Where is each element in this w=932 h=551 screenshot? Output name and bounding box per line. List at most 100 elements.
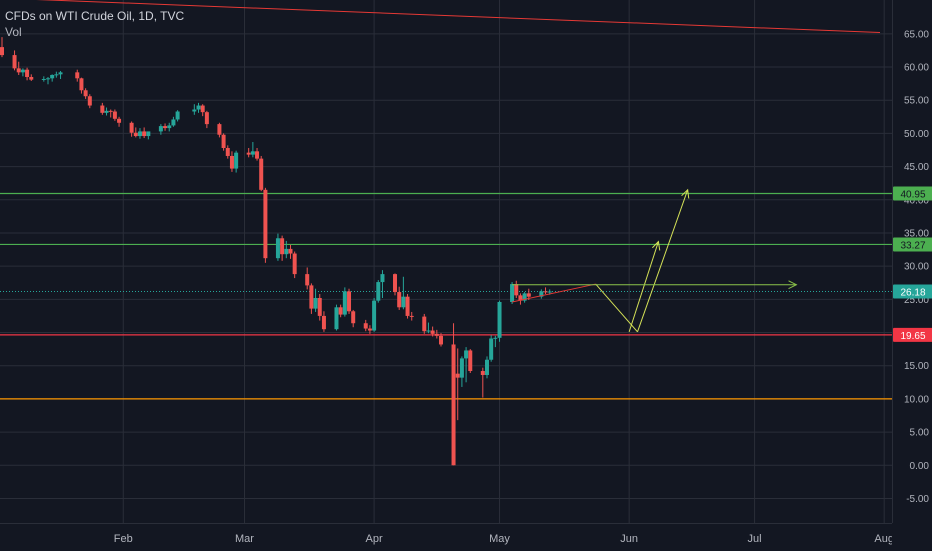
candle — [129, 121, 134, 137]
level-price-label-resistance-1: 33.27 — [893, 237, 932, 251]
time-scale[interactable]: Feb Mar Apr May Jun Jul Aug — [0, 523, 892, 551]
candle — [25, 67, 30, 81]
price-tick-label: 25.00 — [904, 295, 929, 306]
current-price-label: 26.18 — [893, 284, 932, 298]
svg-text:33.27: 33.27 — [900, 240, 925, 251]
time-axis: Feb Mar Apr May Jun Jul Aug — [114, 533, 892, 545]
candle — [100, 102, 105, 115]
long-trendline[interactable] — [0, 0, 881, 34]
candle — [167, 122, 172, 132]
candle — [12, 50, 17, 71]
candle — [29, 74, 34, 81]
candle — [401, 276, 406, 310]
candle — [275, 233, 280, 261]
candle — [83, 88, 88, 99]
candle — [510, 282, 515, 304]
price-tick-label: 40.00 — [904, 195, 929, 206]
candle — [16, 61, 21, 75]
time-tick-label: May — [489, 533, 510, 545]
symbol-title[interactable]: CFDs on WTI Crude Oil, 1D, TVC — [5, 9, 185, 23]
candle — [363, 319, 368, 332]
candle — [54, 71, 59, 78]
candle — [204, 110, 209, 129]
candle — [455, 348, 460, 421]
candle — [468, 349, 473, 374]
axis-corner — [892, 523, 932, 550]
candle — [259, 155, 264, 192]
candle — [217, 122, 222, 138]
candle — [75, 69, 80, 82]
projection-up-2[interactable] — [637, 190, 688, 333]
candle — [317, 294, 322, 321]
candle — [104, 107, 109, 116]
candle — [280, 235, 285, 261]
price-axis: 65.00 60.00 55.00 50.00 45.00 40.00 35.00 30.00… — [893, 29, 932, 505]
volume-indicator-label[interactable]: Vol — [5, 25, 22, 39]
candle — [192, 104, 197, 115]
price-tick-label: 0.00 — [910, 461, 930, 472]
candle — [87, 94, 92, 109]
candle — [158, 124, 163, 135]
svg-text:26.18: 26.18 — [900, 287, 925, 298]
candle — [405, 294, 410, 319]
candle — [434, 329, 439, 339]
candle — [522, 292, 527, 303]
candle — [451, 323, 456, 466]
candle — [200, 104, 205, 117]
candle — [246, 148, 251, 158]
candle — [142, 127, 147, 139]
candlesticks — [0, 37, 552, 466]
candle — [338, 304, 343, 318]
price-tick-label: 55.00 — [904, 96, 929, 107]
candle — [430, 326, 435, 337]
level-price-label-resistance-2: 40.95 — [893, 186, 932, 200]
candle — [137, 128, 142, 139]
price-tick-label: 10.00 — [904, 394, 929, 405]
candle — [288, 244, 293, 259]
svg-text:40.95: 40.95 — [900, 189, 925, 200]
candle — [518, 293, 523, 305]
price-tick-label: 15.00 — [904, 361, 929, 372]
candle — [20, 68, 25, 77]
candle — [221, 133, 226, 151]
svg-text:19.65: 19.65 — [900, 331, 925, 342]
price-scale[interactable]: 65.00 60.00 55.00 50.00 45.00 40.00 35.00 30.00… — [892, 0, 932, 523]
short-uptrend[interactable] — [511, 283, 596, 303]
horizontal-levels — [0, 192, 892, 400]
candle — [305, 267, 310, 290]
candle — [397, 286, 402, 310]
candle — [464, 347, 469, 383]
time-tick-label: Jul — [748, 533, 762, 545]
time-tick-label: Mar — [235, 533, 254, 545]
candle — [229, 151, 234, 172]
price-tick-label: 45.00 — [904, 162, 929, 173]
candle — [108, 109, 113, 118]
candle — [112, 109, 117, 121]
candle — [367, 325, 372, 334]
projection-up-1[interactable] — [628, 242, 658, 333]
candle — [347, 288, 352, 314]
projection-down[interactable] — [595, 283, 638, 333]
candle — [255, 148, 260, 161]
candle — [459, 356, 464, 387]
candle — [493, 335, 498, 348]
grid — [0, 0, 892, 523]
candle — [45, 76, 50, 85]
candle — [422, 313, 427, 334]
candle — [342, 287, 347, 317]
candle — [133, 127, 138, 138]
candle — [514, 280, 519, 299]
candle — [484, 356, 489, 379]
candle — [309, 283, 314, 314]
candle — [480, 367, 485, 398]
candle — [321, 311, 326, 332]
level-price-label-support: 19.65 — [893, 327, 932, 342]
candle — [497, 300, 502, 342]
candle — [234, 150, 239, 173]
candle — [539, 289, 544, 299]
candle — [372, 298, 377, 332]
candle — [146, 131, 151, 140]
chart-pane[interactable]: CFDs on WTI Crude Oil, 1D, TVC Vol — [0, 0, 892, 523]
candle — [117, 116, 122, 127]
price-chart[interactable] — [0, 0, 892, 523]
